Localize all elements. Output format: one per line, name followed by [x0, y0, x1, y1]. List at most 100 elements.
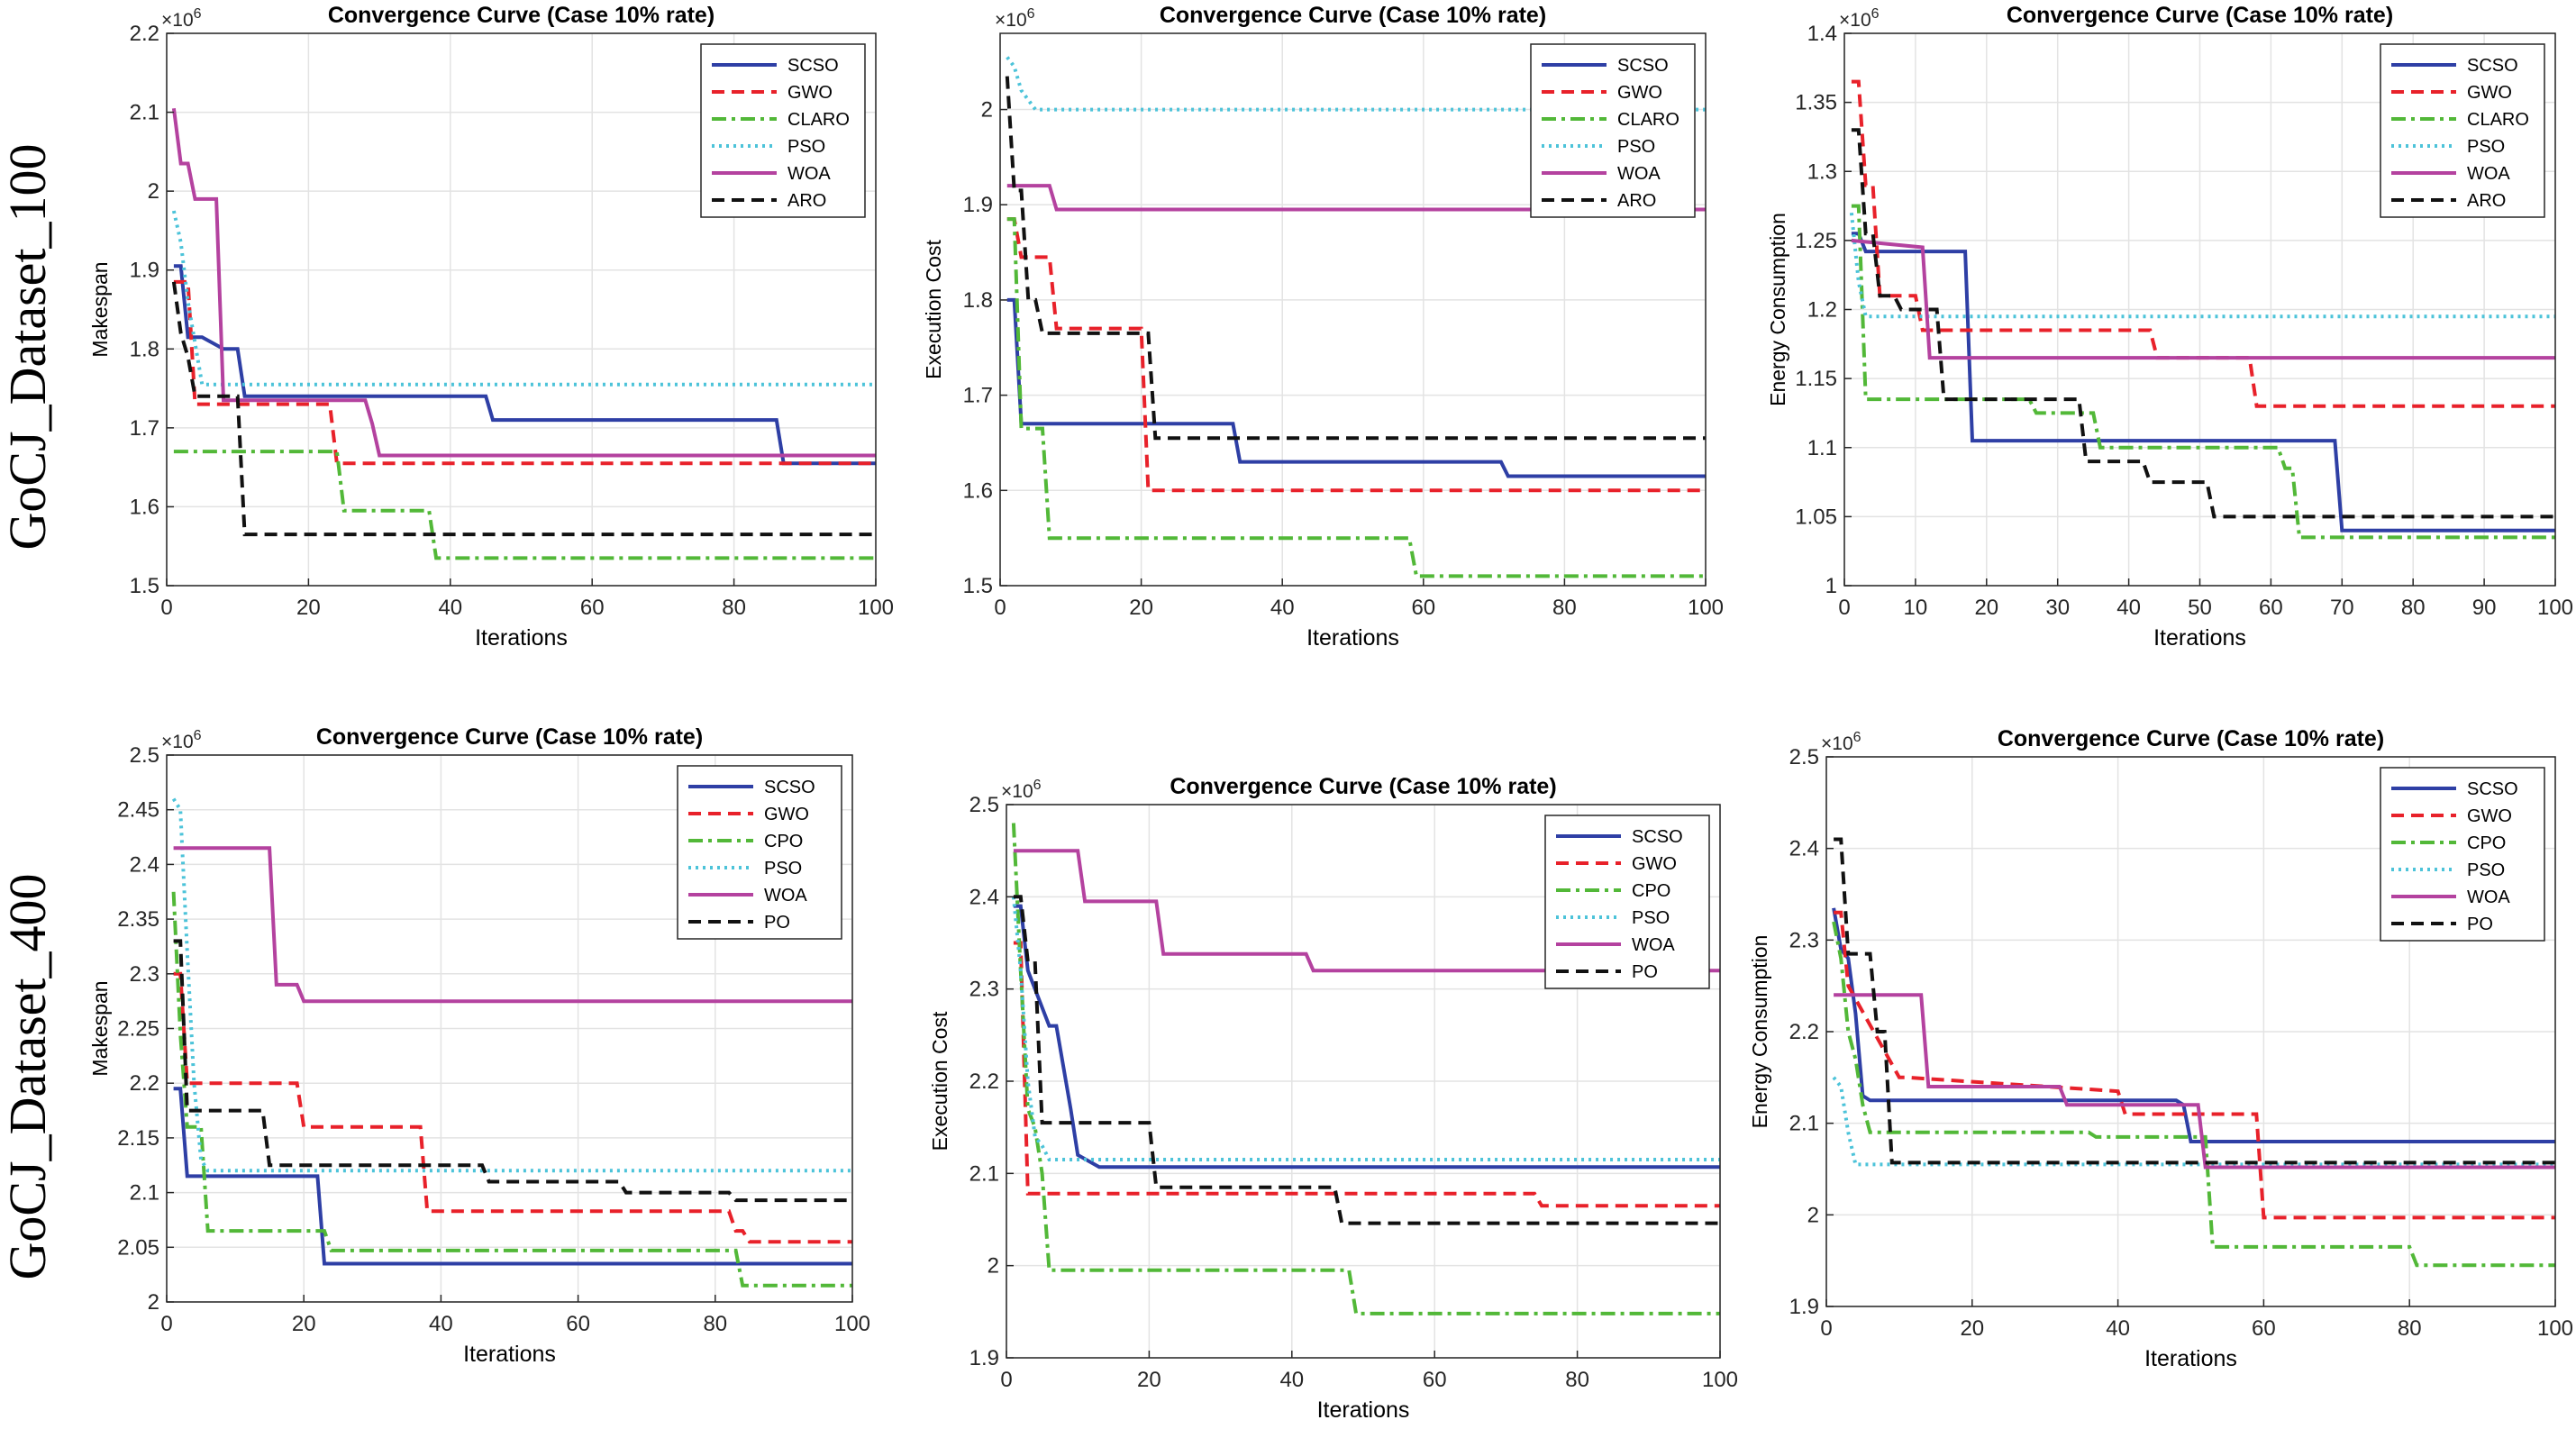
y-tick-label: 1 [1825, 574, 1837, 598]
axis-multiplier: ×106 [995, 6, 1035, 31]
series-line-gwo [1851, 79, 2555, 408]
x-tick-label: 0 [160, 1312, 172, 1336]
x-tick-label: 70 [2330, 596, 2354, 620]
y-axis-label: Makespan [88, 980, 112, 1076]
legend-label-aro: ARO [1617, 191, 1656, 211]
series-line-cpo [1832, 921, 2555, 1268]
legend-label-woa: WOA [787, 164, 831, 184]
x-tick-label: 100 [1702, 1368, 1738, 1392]
legend-box [2380, 767, 2545, 942]
x-tick-label: 80 [703, 1312, 727, 1336]
legend-label-scso: SCSO [2467, 56, 2518, 76]
series-line-woa [173, 846, 852, 1004]
y-tick-label: 1.4 [1807, 22, 1837, 46]
y-tick-label: 2 [981, 98, 993, 123]
y-tick-label: 1.5 [963, 574, 993, 598]
chart-panel-3: 0 10 20 30 40 50 60 70 80 90 100 1 1.05 1.1 1.15 1.2 1.2… [1766, 3, 2573, 651]
y-tick-label: 2.4 [969, 885, 999, 909]
x-tick-label: 20 [1974, 596, 1998, 620]
y-tick-label: 1.6 [963, 478, 993, 503]
legend: SCSO GWO CLARO PSO WOA ARO [2380, 43, 2545, 218]
legend-label-gwo: GWO [1632, 854, 1677, 874]
x-tick-label: 50 [2188, 596, 2212, 620]
y-tick-label: 2.3 [130, 962, 159, 987]
series-line-gwo [1834, 910, 2555, 1220]
x-tick-label: 10 [1904, 596, 1928, 620]
series-line-woa [1851, 238, 2555, 360]
series-line-gwo [173, 971, 852, 1244]
legend: SCSO GWO CPO PSO WOA PO [1544, 815, 1710, 989]
legend-label-po: PO [1632, 962, 1658, 982]
x-tick-label: 100 [2537, 1316, 2573, 1341]
series-line-po [1834, 837, 2555, 1165]
series-line-aro [171, 281, 876, 537]
legend-label-woa: WOA [1632, 935, 1675, 955]
legend-label-gwo: GWO [787, 83, 833, 103]
legend-label-pso: PSO [2467, 137, 2505, 157]
y-tick-label: 2.1 [130, 1181, 159, 1206]
y-tick-label: 1.5 [130, 574, 159, 598]
x-tick-label: 100 [2537, 596, 2573, 620]
x-tick-label: 20 [296, 596, 321, 620]
x-tick-label: 20 [1960, 1316, 1984, 1341]
legend-label-gwo: GWO [2467, 806, 2512, 826]
series-line-gwo [1006, 217, 1706, 493]
x-tick-label: 30 [2045, 596, 2070, 620]
y-tick-label: 1.1 [1807, 436, 1837, 460]
x-tick-label: 0 [1820, 1316, 1832, 1341]
legend-label-woa: WOA [764, 886, 807, 906]
y-tick-label: 2.2 [969, 1069, 999, 1094]
x-axis-label: Iterations [2144, 1346, 2237, 1371]
series-line-pso [171, 797, 852, 1173]
series-line-claro [1851, 204, 2555, 540]
y-tick-label: 1.6 [130, 495, 159, 519]
legend-label-pso: PSO [764, 859, 802, 878]
legend-label-pso: PSO [1617, 137, 1655, 157]
x-tick-label: 40 [1279, 1368, 1304, 1392]
axis-multiplier: ×106 [1839, 6, 1880, 31]
axis-multiplier: ×106 [1001, 778, 1042, 802]
x-tick-label: 40 [1270, 596, 1295, 620]
x-tick-label: 80 [722, 596, 746, 620]
series-line-scso [1006, 297, 1706, 478]
legend-label-pso: PSO [787, 137, 825, 157]
y-tick-label: 1.15 [1795, 367, 1837, 391]
legend-label-scso: SCSO [787, 56, 839, 76]
axis-multiplier: ×106 [1821, 730, 1861, 754]
axes-box [166, 32, 877, 587]
legend-label-gwo: GWO [1617, 83, 1662, 103]
x-tick-label: 80 [2398, 1316, 2422, 1341]
y-tick-label: 2.35 [117, 907, 159, 932]
legend-box [1530, 43, 1696, 218]
y-tick-label: 2.45 [117, 798, 159, 823]
y-tick-label: 2.5 [1789, 745, 1819, 769]
x-tick-label: 100 [1688, 596, 1724, 620]
y-tick-label: 1.7 [963, 384, 993, 408]
chart-title: Convergence Curve (Case 10% rate) [1170, 774, 1556, 799]
x-axis-label: Iterations [1306, 625, 1399, 651]
y-tick-label: 1.25 [1795, 229, 1837, 253]
axis-multiplier: ×106 [161, 6, 202, 31]
row-label-2: GoCJ_Dataset_400 [0, 873, 57, 1279]
x-axis-label: Iterations [463, 1342, 556, 1367]
chart-panel-1: 0 20 40 60 80 100 1.5 1.6 1.7 1.8 1.9 2 2.1 2.2×106 Co… [88, 3, 894, 651]
legend-label-claro: CLARO [1617, 110, 1679, 130]
x-tick-label: 60 [2259, 596, 2283, 620]
legend-label-woa: WOA [2467, 887, 2510, 907]
x-tick-label: 80 [2401, 596, 2426, 620]
x-tick-label: 40 [429, 1312, 453, 1336]
legend-label-woa: WOA [1617, 164, 1661, 184]
x-tick-label: 90 [2472, 596, 2497, 620]
chart-panel-5: 0 20 40 60 80 100 1.9 2 2.1 2.2 2.3 2.4 2.5×106 Conve… [928, 774, 1738, 1423]
y-axis-label: Makespan [88, 261, 112, 357]
x-tick-label: 60 [1423, 1368, 1447, 1392]
legend-label-po: PO [2467, 915, 2493, 934]
x-tick-label: 0 [1000, 1368, 1012, 1392]
y-tick-label: 2.4 [1789, 837, 1819, 861]
y-tick-label: 2.15 [117, 1126, 159, 1151]
x-tick-label: 80 [1565, 1368, 1589, 1392]
legend-label-aro: ARO [2467, 191, 2506, 211]
series-line-woa [171, 107, 876, 458]
x-tick-label: 20 [1129, 596, 1153, 620]
